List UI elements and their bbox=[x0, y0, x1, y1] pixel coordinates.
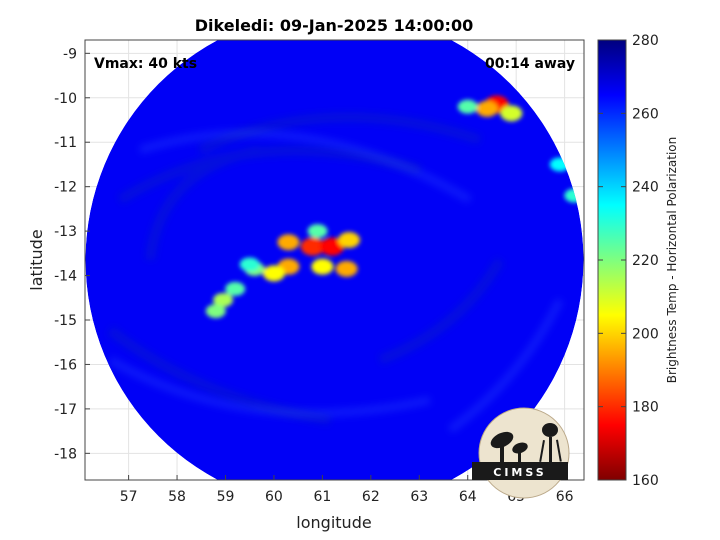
swath-image bbox=[85, 40, 584, 480]
x-tick-label: 59 bbox=[217, 489, 235, 505]
convective-cell bbox=[311, 258, 334, 275]
x-tick-label: 64 bbox=[459, 489, 477, 505]
colorbar-tick-label: 220 bbox=[632, 253, 659, 269]
y-tick-label: -18 bbox=[54, 446, 77, 462]
colorbar-tick-label: 180 bbox=[632, 400, 659, 416]
y-axis-label: latitude bbox=[27, 229, 46, 290]
convective-cell bbox=[320, 237, 345, 256]
y-tick-label: -16 bbox=[54, 357, 77, 373]
convective-cell bbox=[307, 224, 328, 239]
logo-text: CIMSS bbox=[493, 466, 546, 479]
x-tick-label: 66 bbox=[556, 489, 574, 505]
convective-features bbox=[205, 95, 584, 319]
y-tick-label: -12 bbox=[54, 180, 77, 196]
y-tick-label: -14 bbox=[54, 269, 77, 285]
convective-cell bbox=[457, 99, 478, 114]
convective-cell bbox=[300, 237, 325, 256]
convective-cell bbox=[335, 260, 358, 277]
y-tick-label: -10 bbox=[54, 91, 77, 107]
x-tick-label: 62 bbox=[362, 489, 380, 505]
colorbar-label: Brightness Temp - Horizontal Polarizatio… bbox=[665, 137, 679, 384]
convective-cell bbox=[277, 234, 300, 251]
x-tick-label: 60 bbox=[265, 489, 283, 505]
y-tick-label: -11 bbox=[54, 135, 77, 151]
convective-cell bbox=[213, 293, 234, 307]
y-tick-label: -13 bbox=[54, 224, 77, 240]
x-tick-label: 57 bbox=[120, 489, 138, 505]
y-tick-labels: -9 -10 -11 -12 -13 -14 -15 -16 -17 -18 bbox=[54, 46, 90, 462]
convective-cell bbox=[338, 232, 361, 248]
y-tick-label: -9 bbox=[63, 46, 77, 62]
y-tick-label: -17 bbox=[54, 402, 77, 418]
convective-cell bbox=[476, 100, 499, 117]
colorbar-tick-label: 240 bbox=[632, 180, 659, 196]
cimss-logo: CIMSS bbox=[472, 407, 570, 499]
x-tick-labels: 57585960616263646566 bbox=[120, 475, 574, 505]
colorbar-tick-label: 280 bbox=[632, 33, 659, 49]
x-tick-label: 58 bbox=[168, 489, 186, 505]
convective-cell bbox=[262, 265, 285, 282]
convective-cell bbox=[239, 257, 260, 272]
chart-title: Dikeledi: 09-Jan-2025 14:00:00 bbox=[195, 16, 473, 35]
x-tick-label: 61 bbox=[313, 489, 331, 505]
convective-cell bbox=[500, 105, 523, 122]
colorbar-tick-label: 200 bbox=[632, 326, 659, 342]
colorbar-tick-label: 160 bbox=[632, 473, 659, 489]
lighter-bands bbox=[108, 129, 564, 434]
x-tick-label: 63 bbox=[410, 489, 428, 505]
time-away-annotation: 00:14 away bbox=[485, 56, 575, 72]
axes-frame bbox=[84, 39, 585, 481]
y-tick-label: -15 bbox=[54, 313, 77, 329]
colorbar-tick-label: 260 bbox=[632, 106, 659, 122]
convective-cell bbox=[225, 281, 246, 296]
colorbar-ticks: 160 180 200 220 240 260 280 bbox=[598, 33, 659, 489]
x-axis-label: longitude bbox=[296, 513, 371, 532]
vmax-annotation: Vmax: 40 kts bbox=[94, 56, 197, 72]
convective-cell bbox=[205, 304, 226, 319]
